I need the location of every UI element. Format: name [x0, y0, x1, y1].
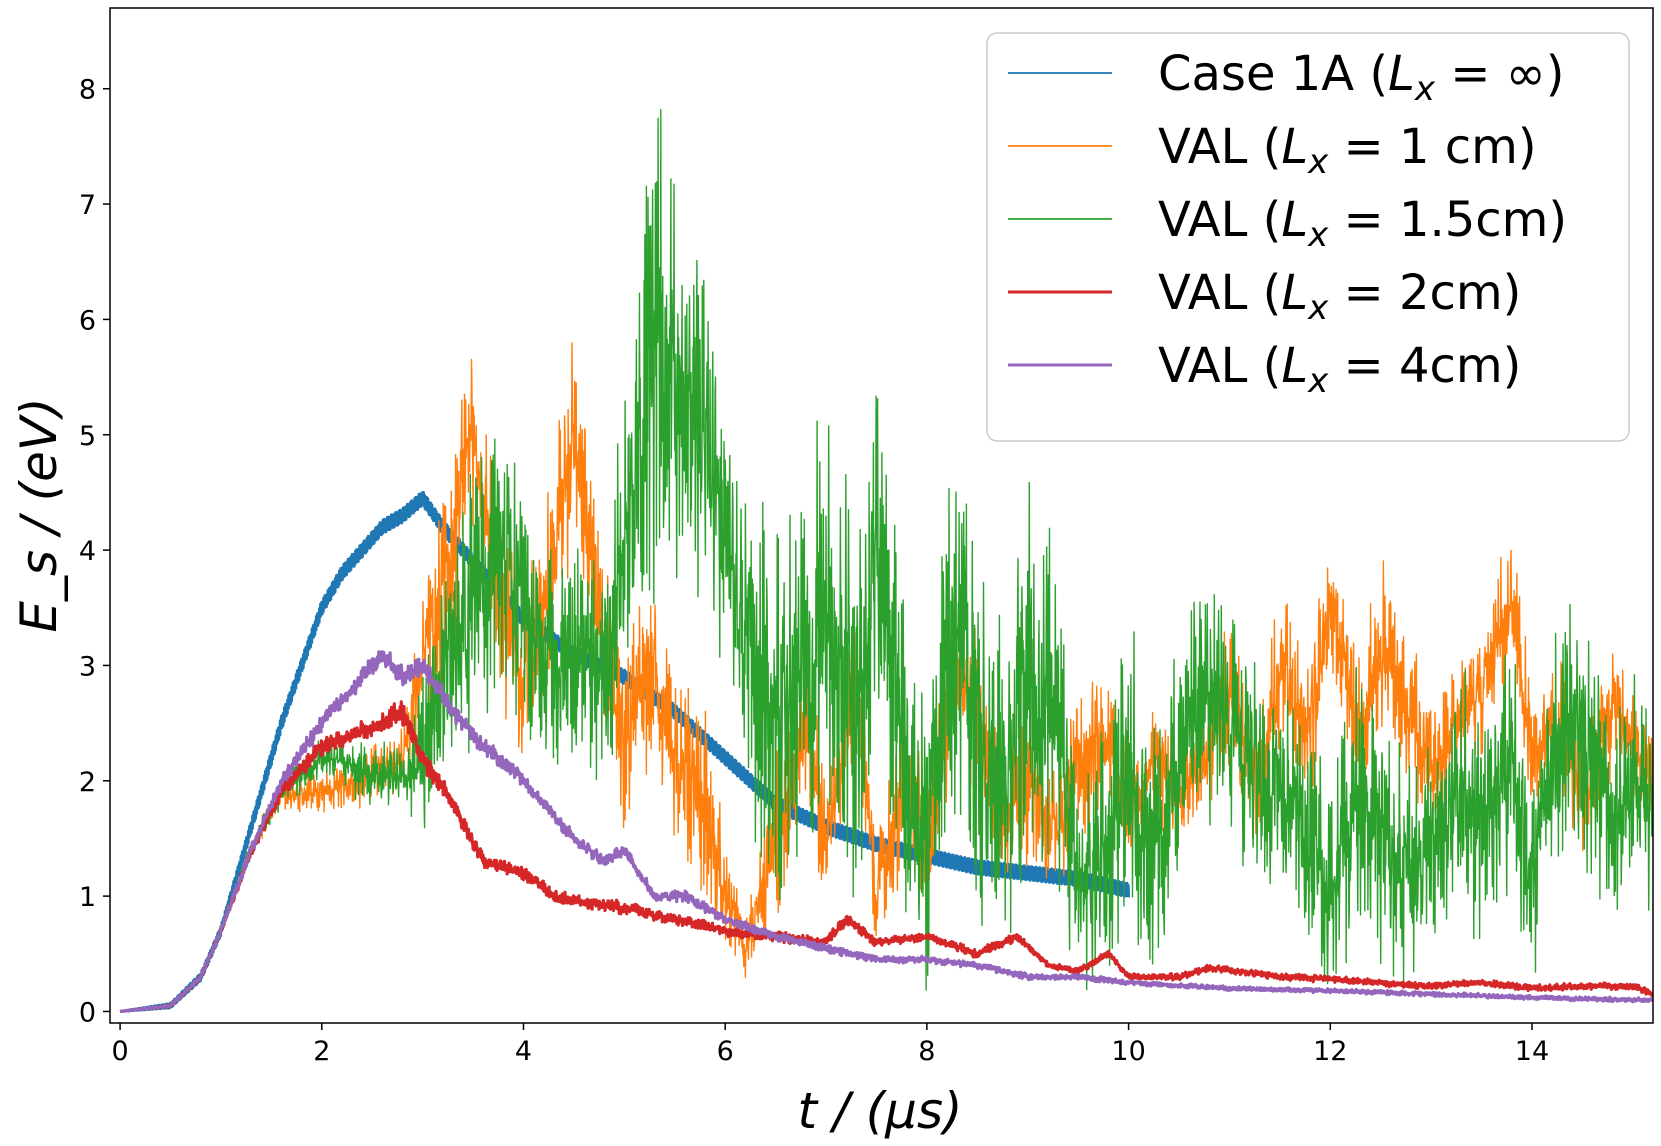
- y-tick-label: 8: [79, 75, 96, 106]
- y-tick-label: 2: [79, 767, 96, 798]
- x-tick-label: 8: [918, 1036, 935, 1067]
- series-layer: [118, 108, 1653, 1014]
- y-tick-label: 4: [79, 536, 96, 567]
- x-tick-label: 10: [1111, 1036, 1145, 1067]
- x-tick-label: 0: [111, 1036, 128, 1067]
- x-tick-label: 2: [313, 1036, 330, 1067]
- y-tick-label: 5: [79, 421, 96, 452]
- x-axis-label: t / (μs): [797, 1082, 962, 1140]
- x-tick-label: 6: [717, 1036, 734, 1067]
- y-axis-ticks: 0 1 2 3 4 5 6 7 8: [79, 75, 110, 1028]
- plot-frame: [109, 7, 1654, 1024]
- series-line: [118, 700, 1653, 1014]
- legend: Case 1A (Lx = ∞) VAL (Lx = 1 cm) VAL (Lx =…: [986, 32, 1630, 442]
- legend-label: VAL (Lx = 1 cm): [1158, 119, 1537, 182]
- y-tick-label: 3: [79, 651, 96, 682]
- y-tick-label: 1: [79, 882, 96, 913]
- legend-label: VAL (Lx = 4cm): [1158, 338, 1521, 401]
- legend-label: VAL (Lx = 2cm): [1158, 265, 1521, 328]
- series-line: [119, 108, 1653, 1013]
- y-tick-label: 0: [79, 997, 96, 1028]
- series-line: [119, 490, 1131, 1013]
- x-axis-ticks: 0 2 4 6 8 10 12 14: [111, 1023, 1549, 1067]
- x-tick-label: 12: [1313, 1036, 1347, 1067]
- legend-label: VAL (Lx = 1.5cm): [1158, 192, 1567, 255]
- y-axis-label: E_s / (eV): [10, 397, 68, 632]
- legend-box: [986, 32, 1630, 442]
- y-tick-label: 7: [79, 190, 96, 221]
- legend-label: Case 1A (Lx = ∞): [1158, 46, 1564, 109]
- series-line: [118, 650, 1653, 1014]
- x-tick-label: 4: [515, 1036, 532, 1067]
- y-tick-label: 6: [79, 305, 96, 336]
- x-tick-label: 14: [1515, 1036, 1549, 1067]
